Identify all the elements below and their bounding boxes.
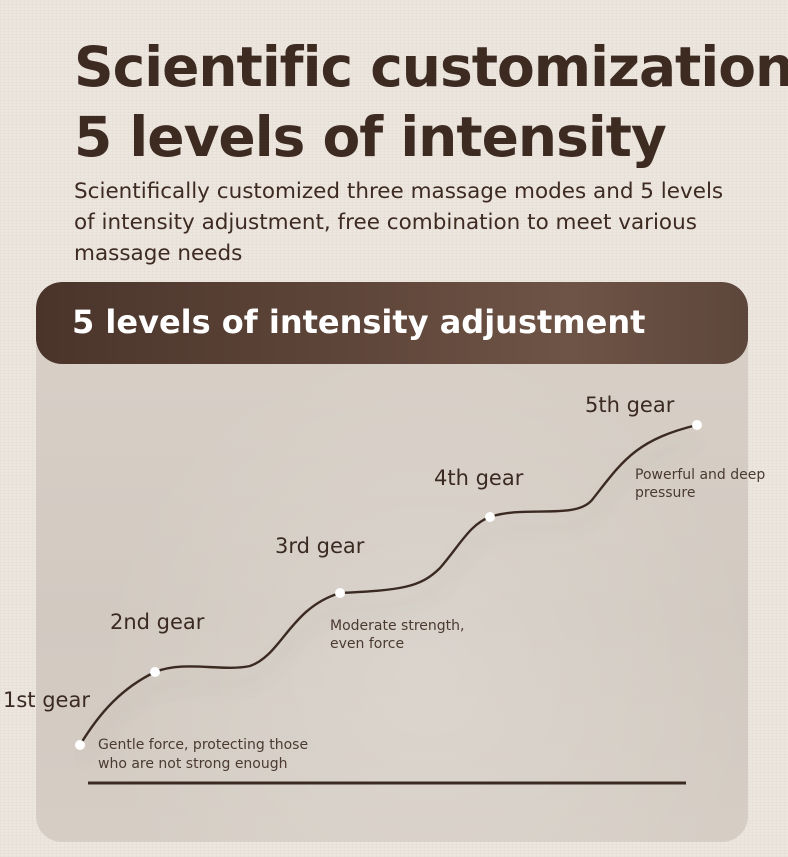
title-line-1: Scientific customization [74, 35, 788, 99]
page-subtitle: Scientifically customized three massage … [74, 179, 724, 266]
gear-1-label: 1st gear [3, 688, 90, 712]
gear-4-label: 4th gear [434, 466, 524, 490]
gear-3-dot [335, 588, 345, 598]
intensity-curve [78, 423, 699, 747]
panel-banner: 5 levels of intensity adjustment [36, 282, 748, 364]
gear-1-dot [75, 740, 85, 750]
gear-1-description: Gentle force, protecting those who are n… [98, 737, 313, 772]
gear-3-description-line-1: Moderate strength, [330, 618, 464, 634]
gear-5-dot [692, 420, 702, 430]
gear-5-description: Powerful and deep pressure [635, 467, 770, 501]
gear-3-description-line-2: even force [330, 636, 404, 652]
gear-3-label: 3rd gear [275, 534, 365, 558]
gear-5-description-line-2: pressure [635, 485, 695, 501]
gear-5-label: 5th gear [585, 393, 675, 417]
gear-2-dot [150, 667, 160, 677]
gear-4-dot [485, 512, 495, 522]
gear-2-label: 2nd gear [110, 610, 205, 634]
gear-3-description: Moderate strength, even force [330, 618, 469, 652]
gear-5-description-line-1: Powerful and deep [635, 467, 765, 483]
intensity-panel: 5 levels of intensity adjustment [36, 282, 748, 842]
banner-title: 5 levels of intensity adjustment [72, 303, 646, 341]
title-line-2: 5 levels of intensity [74, 105, 667, 169]
gear-1-description-line-2: who are not strong enough [98, 756, 288, 772]
page-title: Scientific customization 5 levels of int… [74, 32, 788, 172]
gear-1-description-line-1: Gentle force, protecting those [98, 737, 308, 753]
